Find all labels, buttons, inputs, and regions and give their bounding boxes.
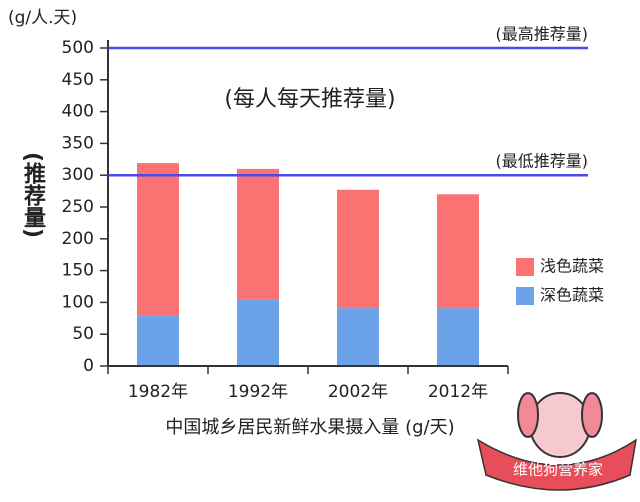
logo-ribbon	[476, 438, 638, 491]
logo-face	[529, 392, 591, 458]
logo: 维他狗营养家	[476, 392, 638, 491]
y-tick-label: 150	[62, 261, 94, 281]
y-tick-label: 200	[62, 229, 94, 249]
bar-segment	[337, 189, 379, 309]
logo-text: 维他狗营养家	[513, 461, 603, 479]
bar-segment	[137, 163, 179, 316]
x-tick-label: 1992年	[228, 382, 288, 402]
logo-ear	[581, 392, 603, 438]
logo-ear	[517, 392, 539, 438]
y-tick-label: 0	[83, 356, 94, 376]
bar-segment	[137, 315, 179, 366]
x-tick-label: 2002年	[328, 382, 388, 402]
x-tick-label: 1982年	[128, 382, 188, 402]
annotation: (每人每天推荐量)	[224, 87, 395, 112]
bar-segment	[237, 168, 279, 300]
y-tick-label: 100	[62, 292, 94, 312]
y-tick-label: 250	[62, 197, 94, 217]
y-tick-label: 400	[62, 102, 94, 122]
y-tick-label: 450	[62, 70, 94, 90]
legend-label: 浅色蔬菜	[540, 257, 604, 276]
y-axis-label: (推荐量)	[20, 152, 46, 238]
x-tick-label: 2012年	[428, 382, 488, 402]
unit-label: (g/人.天)	[8, 8, 77, 28]
legend-swatch	[516, 287, 534, 305]
reference-label: (最高推荐量)	[496, 25, 589, 44]
y-tick-label: 350	[62, 133, 94, 153]
y-tick-label: 300	[62, 165, 94, 185]
bar-segment	[437, 194, 479, 309]
legend-swatch	[516, 258, 534, 276]
y-tick-label: 500	[62, 38, 94, 58]
reference-label: (最低推荐量)	[496, 152, 589, 171]
bar-segment	[337, 308, 379, 366]
y-tick-label: 50	[72, 324, 94, 344]
bar-segment	[237, 299, 279, 366]
bar-segment	[437, 308, 479, 366]
x-axis-label: 中国城乡居民新鲜水果摄入量 (g/天)	[165, 417, 454, 438]
legend-label: 深色蔬菜	[540, 286, 604, 305]
